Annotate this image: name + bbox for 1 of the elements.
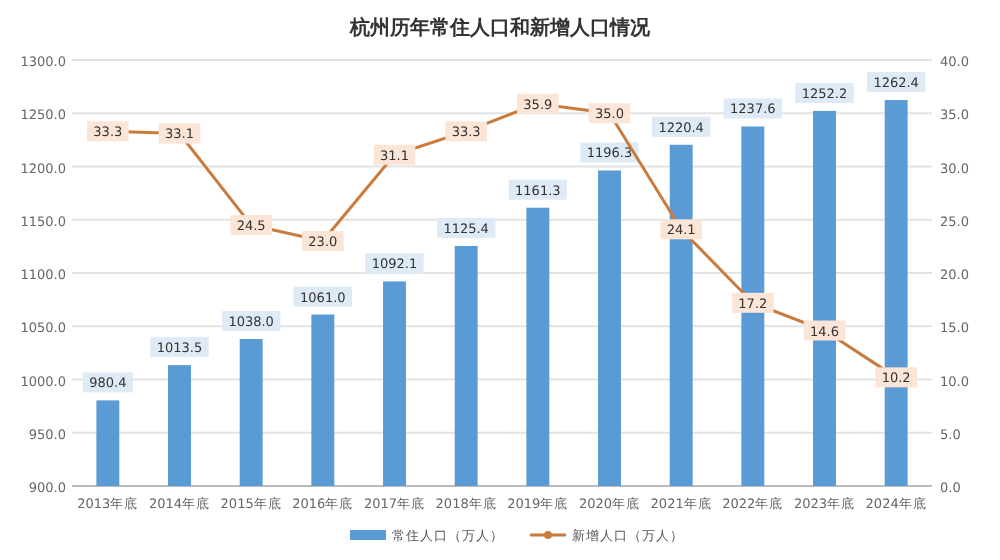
chart-title: 杭州历年常住人口和新增人口情况 [348, 16, 652, 40]
